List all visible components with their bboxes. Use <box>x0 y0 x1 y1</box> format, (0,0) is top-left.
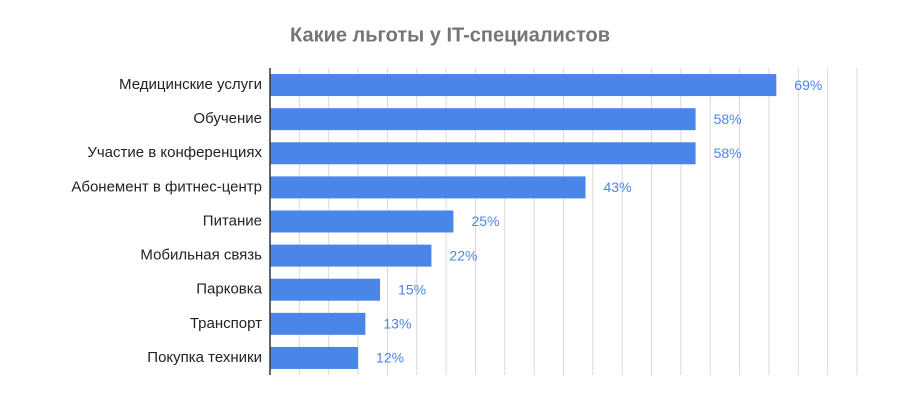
y-tick-label: Транспорт <box>190 315 262 332</box>
value-label: 13% <box>383 316 411 332</box>
bar <box>270 244 432 267</box>
value-label: 43% <box>604 179 632 195</box>
bar <box>270 312 366 335</box>
bar <box>270 74 777 97</box>
bar <box>270 108 696 131</box>
bar <box>270 346 359 369</box>
value-label: 58% <box>714 145 742 161</box>
value-label: 25% <box>471 213 499 229</box>
y-tick-label: Мобильная связь <box>140 247 262 264</box>
value-label: 15% <box>398 281 426 297</box>
y-tick-label: Парковка <box>196 281 262 298</box>
bar <box>270 278 381 301</box>
chart-title: Какие льготы у IT-специалистов <box>290 24 610 46</box>
y-tick-label: Питание <box>203 212 262 229</box>
y-tick-label: Медицинские услуги <box>119 76 262 93</box>
value-label: 12% <box>376 350 404 366</box>
value-label: 22% <box>449 247 477 263</box>
value-label: 69% <box>794 77 822 93</box>
bar <box>270 210 454 233</box>
y-tick-label: Покупка техники <box>147 349 262 366</box>
y-tick-label: Абонемент в фитнес-центр <box>71 178 262 195</box>
bar <box>270 142 696 165</box>
bar <box>270 176 586 199</box>
value-label: 58% <box>714 111 742 127</box>
y-tick-label: Участие в конференциях <box>87 144 262 161</box>
y-tick-label: Обучение <box>193 110 262 127</box>
